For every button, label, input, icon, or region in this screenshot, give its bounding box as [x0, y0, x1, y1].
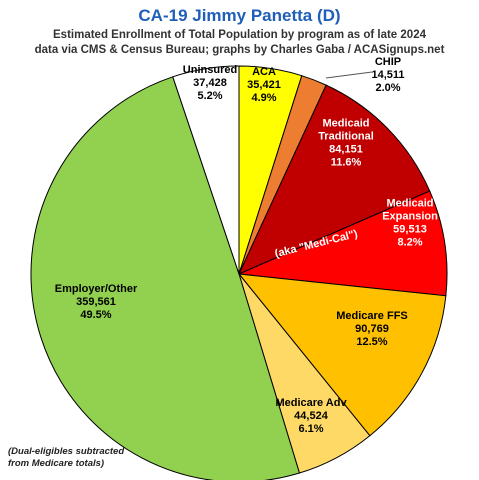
- slice-label-employer-other: Employer/Other 359,561 49.5%: [55, 283, 138, 321]
- footnote-line-2: from Medicare totals): [8, 458, 105, 469]
- slice-label-chip: CHIP 14,511 2.0%: [371, 56, 404, 94]
- pie-slice-medicaid-traditional: [237, 84, 431, 275]
- chart-title: CA-19 Jimmy Panetta (D): [138, 6, 341, 25]
- pie-slice-medicare-ffs: [237, 273, 447, 437]
- subtitle-line-2: data via CMS & Census Bureau; graphs by …: [34, 44, 445, 56]
- slice-label-medicaid-traditional: Medicaid Traditional 84,151 11.6%: [318, 118, 374, 169]
- slice-label-medicaid-expansion: Medicaid Expansion 59,513 8.2%: [382, 198, 438, 249]
- footnote-line-1: (Dual-eligibles subtracted: [8, 446, 125, 457]
- slice-label-medicare-ffs: Medicare FFS 90,769 12.5%: [336, 310, 408, 348]
- slice-label-aca: ACA 35,421 4.9%: [247, 66, 281, 104]
- slice-label-uninsured: Uninsured 37,428 5.2%: [183, 64, 237, 102]
- leader-line-chip: [325, 71, 373, 79]
- slice-label-medicare-adv: Medicare Adv 44,524 6.1%: [275, 397, 347, 435]
- pie-slice-uninsured: [172, 65, 240, 275]
- footnote: (Dual-eligibles subtracted from Medicare…: [8, 446, 124, 470]
- chart-subtitle: Estimated Enrollment of Total Population…: [0, 28, 479, 58]
- pie-slice-medicaid-expansion: [237, 190, 448, 297]
- subtitle-line-1: Estimated Enrollment of Total Population…: [53, 29, 426, 41]
